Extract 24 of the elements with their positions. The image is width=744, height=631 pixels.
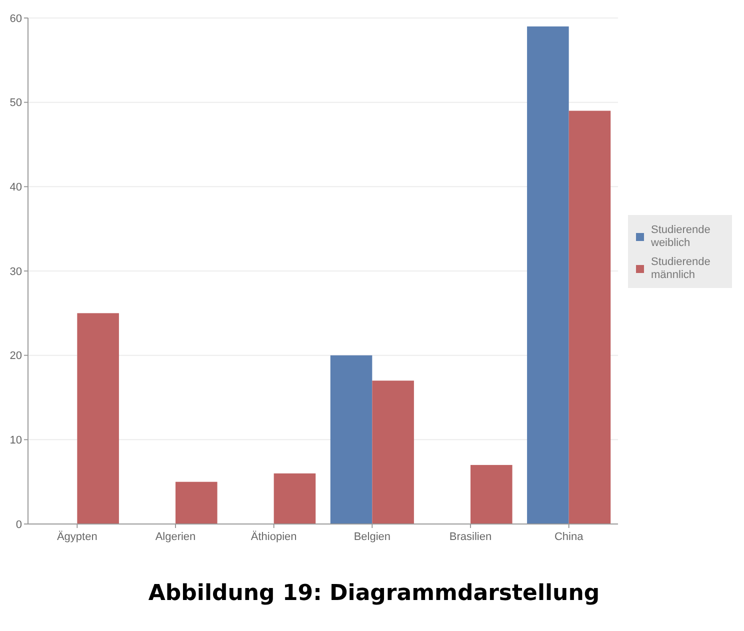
y-tick-label: 40: [10, 182, 22, 194]
bar: [372, 380, 414, 524]
bar: [470, 464, 512, 524]
y-tick-label: 10: [10, 434, 22, 447]
legend-label: Studierende männlich: [651, 256, 710, 281]
bar: [77, 313, 119, 524]
x-tick-label: Algerien: [155, 531, 196, 543]
y-tick-label: 30: [10, 266, 22, 278]
text: Abbildung 19: Diagrammdarstellung: [148, 581, 600, 606]
bar: [527, 26, 569, 524]
x-tick-label: Ägypten: [56, 530, 98, 543]
bar: [568, 110, 611, 524]
legend-label: Studierende weiblich: [650, 224, 710, 249]
x-tick-label: Äthiopien: [250, 530, 297, 543]
bar: [176, 482, 218, 524]
bar: [274, 473, 316, 524]
x-tick-label: China: [554, 531, 584, 543]
y-tick-label: 50: [10, 97, 22, 110]
y-tick-label: 20: [10, 350, 22, 362]
x-tick-label: Belgien: [354, 531, 391, 543]
y-tick-label: 0: [16, 518, 22, 531]
x-tick-label: Brasilien: [449, 531, 492, 543]
y-tick-label: 60: [10, 12, 22, 25]
bar: [330, 355, 372, 524]
